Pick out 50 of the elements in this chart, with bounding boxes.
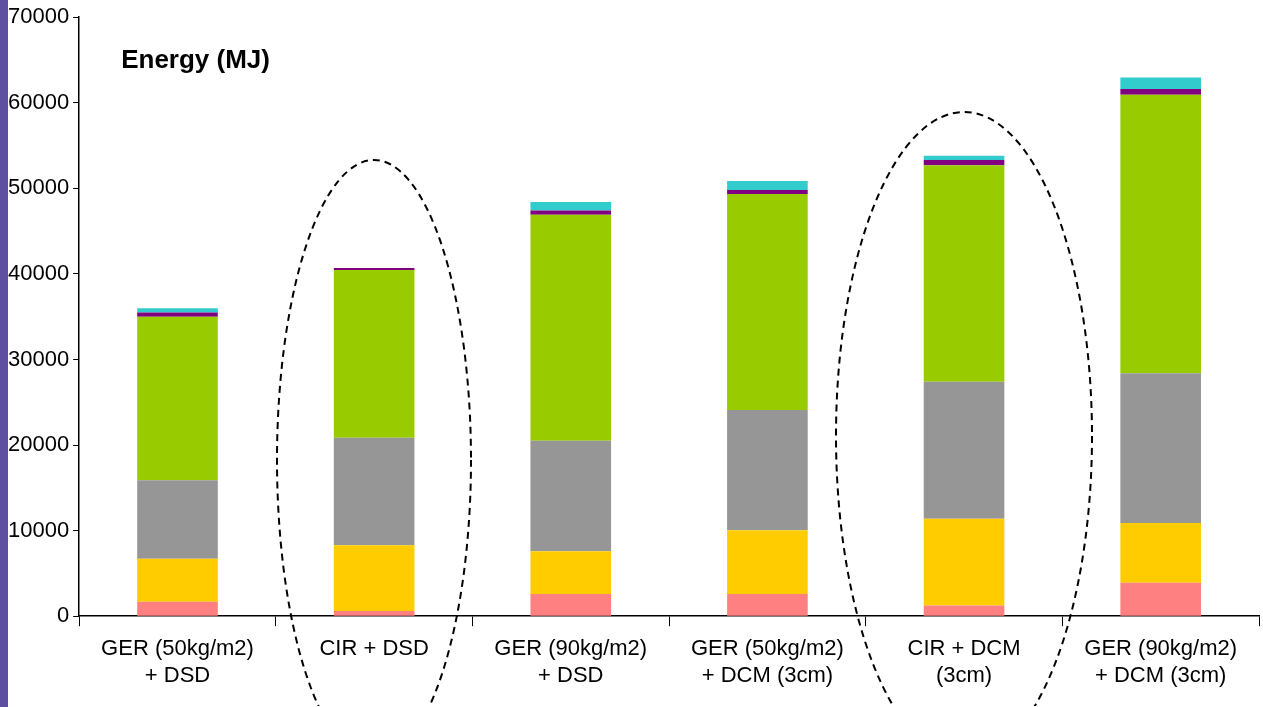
- y-tick-label: 70000: [7, 3, 70, 29]
- bar: [530, 210, 612, 215]
- x-tick-label: GER (90kg/m2) + DSD: [494, 635, 648, 687]
- bar: [1120, 582, 1201, 616]
- bar: [1120, 373, 1201, 523]
- y-tick-label: 0: [56, 602, 70, 628]
- bar: [333, 270, 415, 438]
- bar: [727, 190, 808, 194]
- y-tick-label: 50000: [7, 174, 70, 200]
- bar: [137, 558, 218, 602]
- y-tick-label: 20000: [7, 431, 70, 457]
- bar: [923, 605, 1005, 616]
- bar: [923, 160, 1005, 166]
- bar: [530, 593, 612, 616]
- bar: [923, 381, 1005, 519]
- bar: [1120, 522, 1201, 583]
- bar: [137, 480, 218, 559]
- y-tick-label: 10000: [7, 516, 70, 542]
- y-tick-label: 40000: [7, 259, 70, 285]
- x-tick-label: GER (50kg/m2) + DSD: [101, 635, 254, 687]
- bar: [727, 593, 808, 616]
- bar: [1120, 94, 1201, 374]
- bar: [137, 316, 218, 481]
- bar: [727, 181, 808, 191]
- x-tick-label: GER (50kg/m2) + DCM (3cm): [690, 635, 844, 687]
- bar: [137, 601, 218, 616]
- bar: [333, 437, 415, 546]
- bar: [333, 545, 415, 612]
- bar: [1120, 89, 1201, 95]
- text: Energy (MJ): [121, 44, 270, 75]
- bar: [923, 518, 1005, 606]
- bar: [530, 202, 612, 211]
- bar: [727, 193, 808, 410]
- bar: [727, 530, 808, 594]
- x-tick-label: CIR + DCM (3cm): [907, 635, 1021, 687]
- bar: [530, 214, 612, 441]
- bar: [333, 611, 415, 616]
- x-tick-label: GER (90kg/m2) + DCM (3cm): [1084, 635, 1238, 687]
- bar: [923, 155, 1005, 161]
- y-tick-label: 60000: [7, 88, 70, 114]
- bar: [1120, 77, 1201, 90]
- bar: [530, 440, 612, 552]
- bar: [333, 267, 415, 271]
- bar: [137, 308, 218, 313]
- bar: [137, 312, 218, 317]
- bar: [923, 165, 1005, 382]
- bar: [727, 409, 808, 531]
- y-tick-label: 30000: [7, 345, 70, 371]
- bar: [530, 551, 612, 594]
- x-tick-label: CIR + DSD: [319, 635, 429, 661]
